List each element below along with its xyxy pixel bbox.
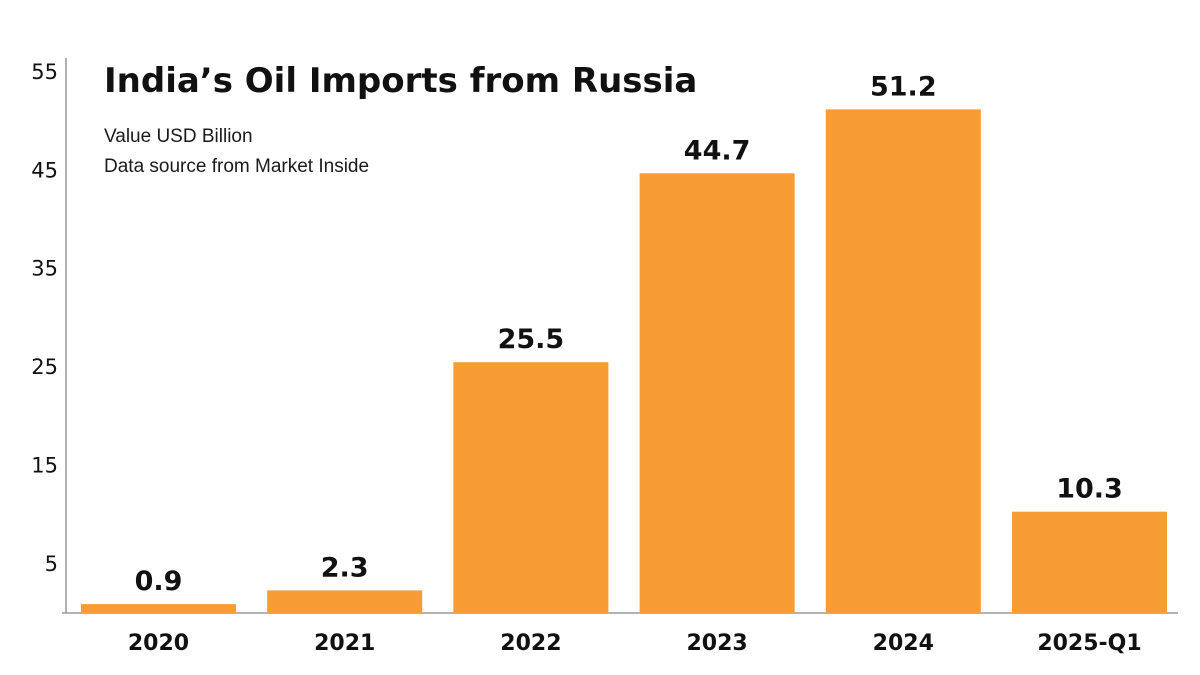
y-tick-label: 35 [31, 257, 58, 281]
y-tick-label: 5 [45, 552, 58, 576]
data-label: 44.7 [684, 135, 751, 166]
bar-2021 [267, 590, 423, 613]
x-tick-label: 2024 [873, 631, 934, 656]
data-label: 51.2 [870, 71, 937, 102]
data-labels: 0.9 2.3 25.5 44.7 51.2 10.3 [135, 71, 1123, 597]
x-tick-label: 2022 [500, 631, 561, 656]
bar-2023 [639, 173, 795, 614]
x-tick-label: 2025-Q1 [1037, 631, 1141, 656]
bars [81, 109, 1167, 614]
y-tick-label: 25 [31, 355, 58, 379]
x-tick-label: 2021 [314, 631, 375, 656]
y-axis-ticks: 5 15 25 35 45 55 [31, 60, 58, 576]
y-tick-label: 55 [31, 60, 58, 84]
data-label: 0.9 [135, 566, 183, 597]
x-tick-label: 2020 [128, 631, 189, 656]
x-axis-ticks: 2020 2021 2022 2023 2024 2025-Q1 [128, 631, 1142, 656]
bar-2022 [453, 362, 609, 613]
title-block: India’s Oil Imports from Russia Value US… [104, 61, 697, 177]
y-tick-label: 15 [31, 453, 58, 477]
axes [62, 58, 1178, 614]
bar-2024 [825, 109, 981, 614]
chart-subtitle-source: Data source from Market Inside [104, 156, 369, 177]
x-tick-label: 2023 [686, 631, 747, 656]
bar-2020 [81, 604, 236, 613]
chart-subtitle-unit: Value USD Billion [104, 126, 253, 147]
data-label: 10.3 [1056, 474, 1123, 505]
chart-title: India’s Oil Imports from Russia [104, 61, 697, 101]
data-label: 25.5 [498, 324, 565, 355]
y-tick-label: 45 [31, 158, 58, 182]
bar-2025-q1 [1012, 511, 1167, 613]
data-label: 2.3 [321, 552, 369, 583]
